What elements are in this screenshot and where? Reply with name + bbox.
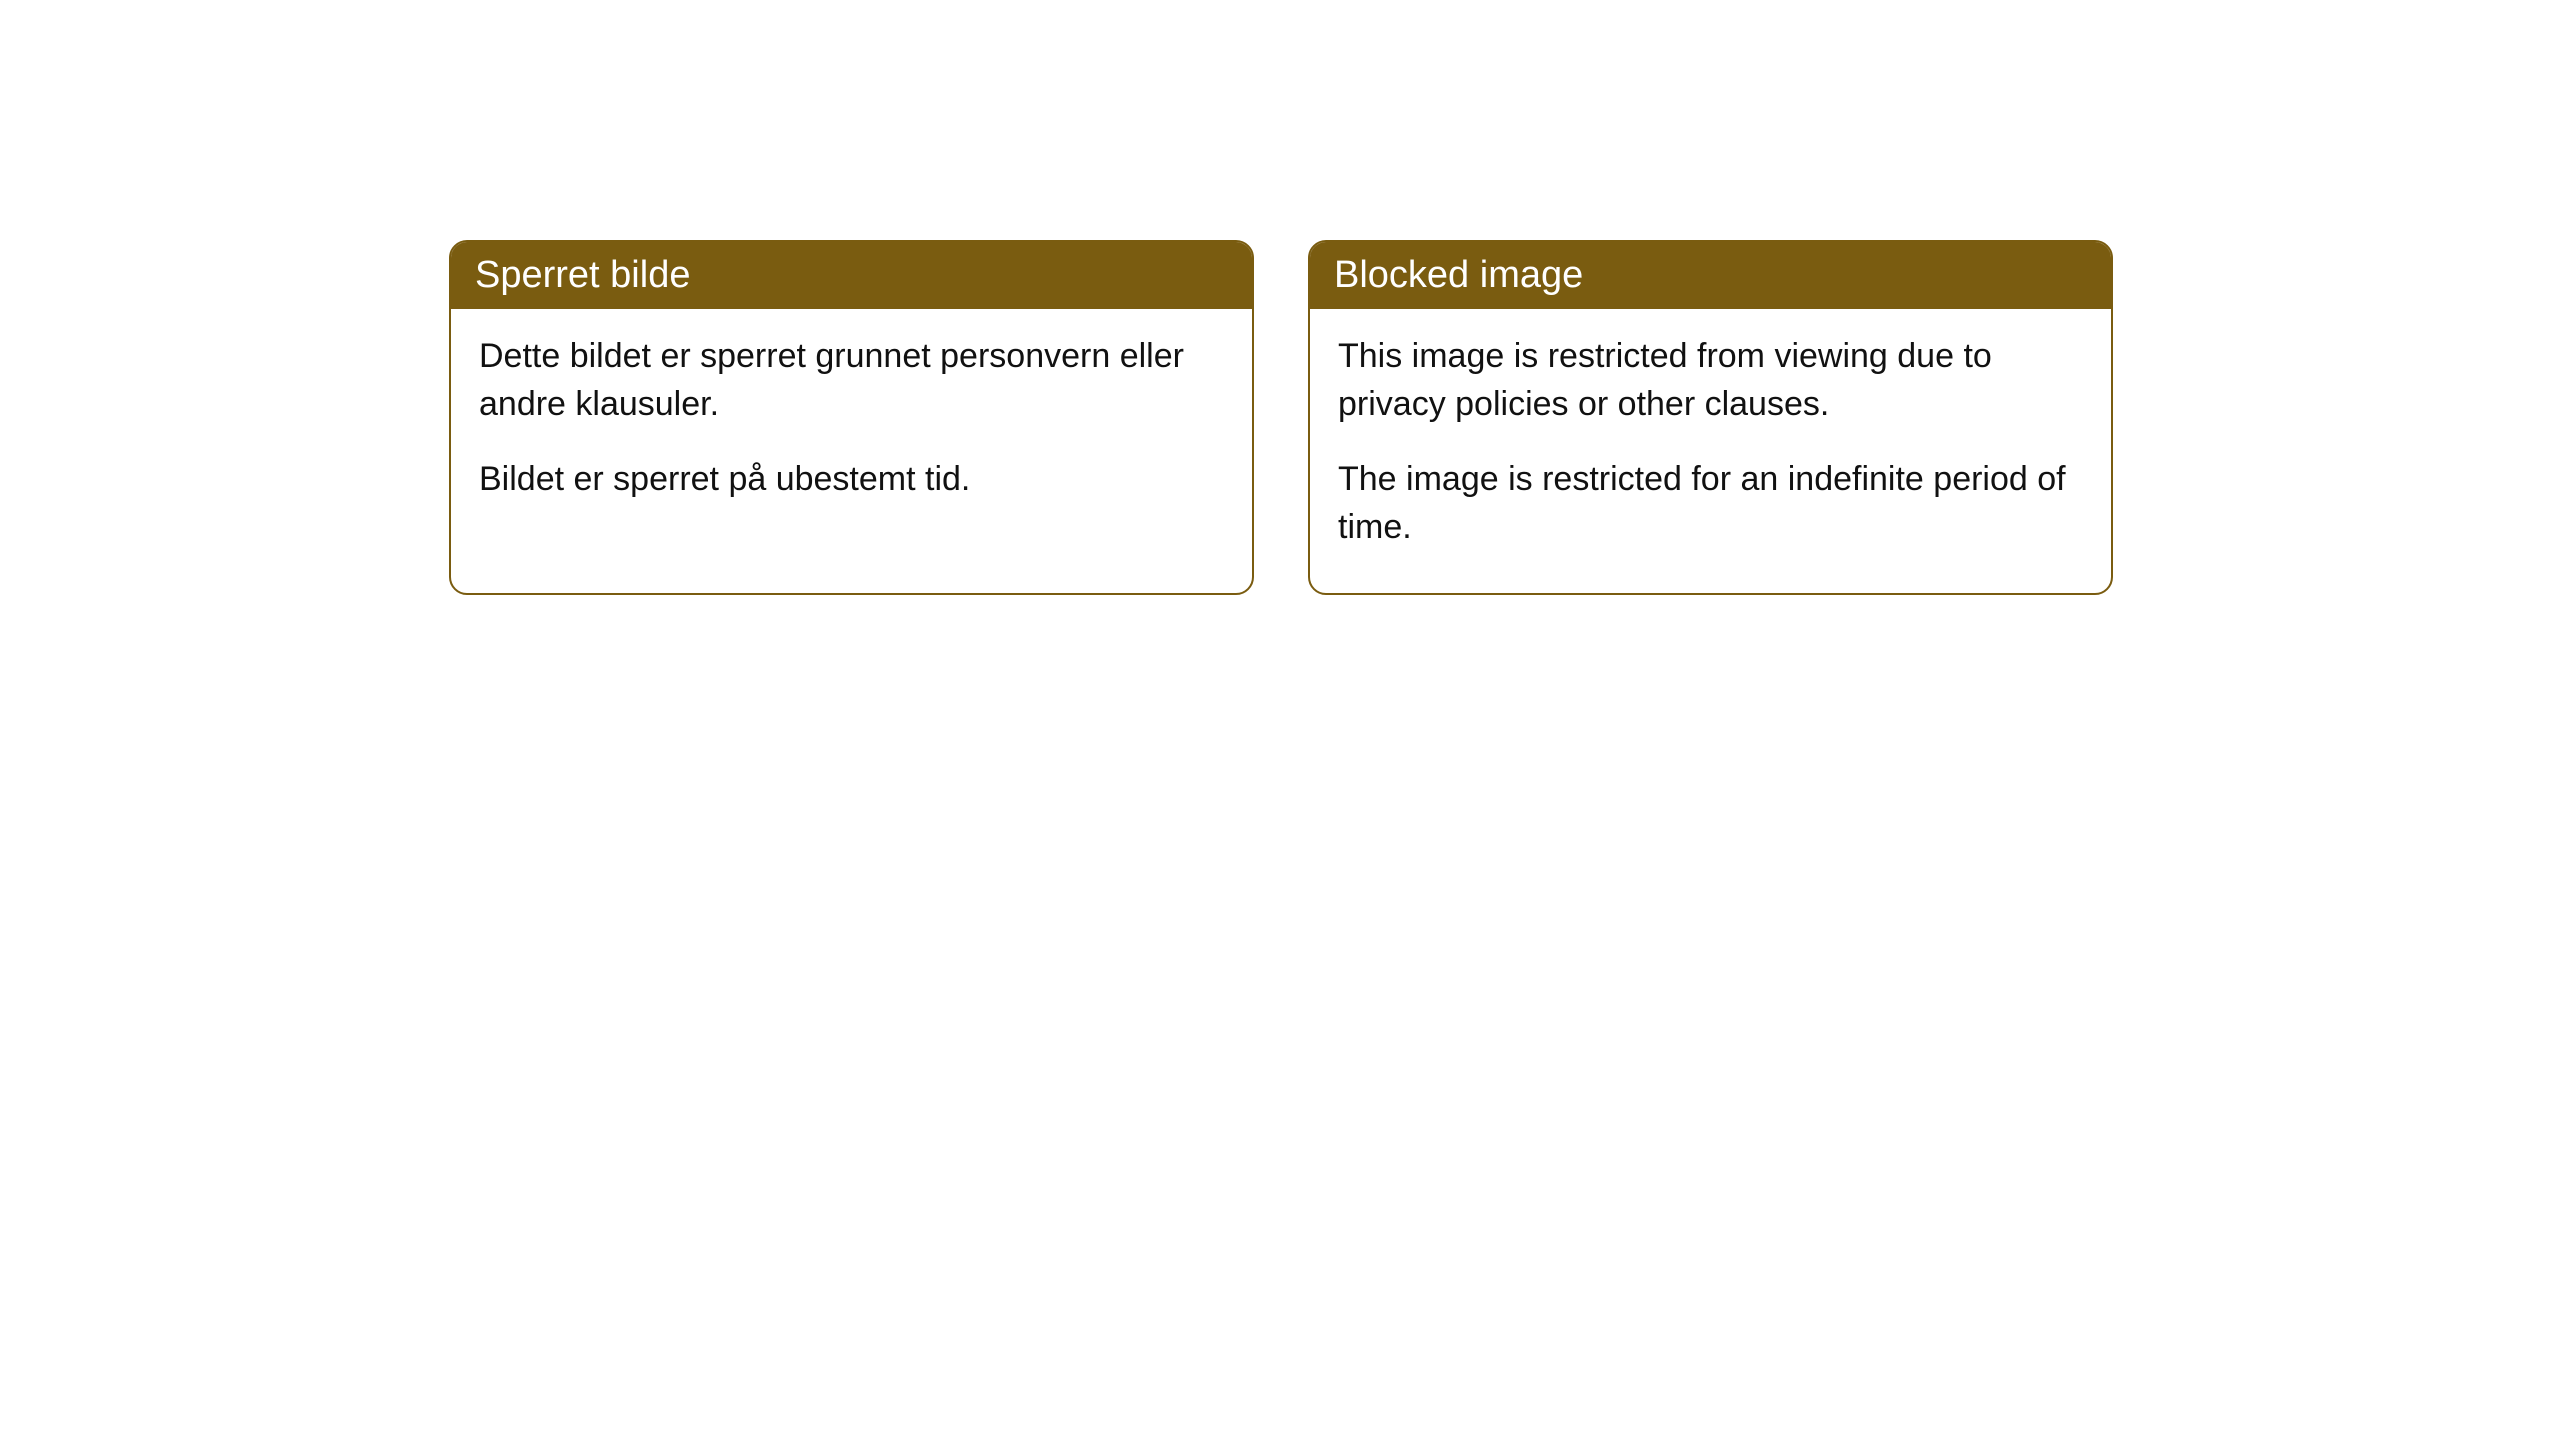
notice-cards-container: Sperret bilde Dette bildet er sperret gr… bbox=[449, 240, 2113, 595]
card-paragraph-1: This image is restricted from viewing du… bbox=[1338, 333, 2083, 428]
card-header: Sperret bilde bbox=[451, 242, 1252, 309]
card-body: This image is restricted from viewing du… bbox=[1310, 309, 2111, 593]
card-paragraph-1: Dette bildet er sperret grunnet personve… bbox=[479, 333, 1224, 428]
card-paragraph-2: Bildet er sperret på ubestemt tid. bbox=[479, 456, 1224, 504]
card-title: Blocked image bbox=[1334, 254, 1583, 296]
card-header: Blocked image bbox=[1310, 242, 2111, 309]
notice-card-norwegian: Sperret bilde Dette bildet er sperret gr… bbox=[449, 240, 1254, 595]
notice-card-english: Blocked image This image is restricted f… bbox=[1308, 240, 2113, 595]
card-body: Dette bildet er sperret grunnet personve… bbox=[451, 309, 1252, 546]
card-title: Sperret bilde bbox=[475, 254, 690, 296]
card-paragraph-2: The image is restricted for an indefinit… bbox=[1338, 456, 2083, 551]
